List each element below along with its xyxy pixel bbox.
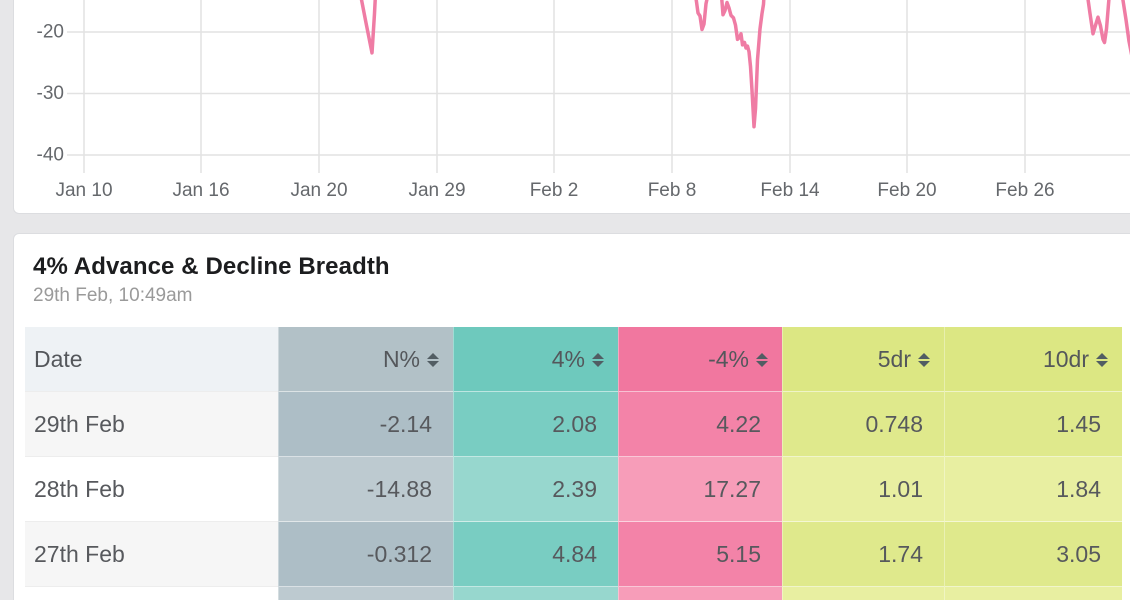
sort-icon[interactable] xyxy=(918,352,931,368)
x-axis-tick-label: Jan 10 xyxy=(55,180,112,201)
column-header-label: 10dr xyxy=(1042,345,1089,372)
cell-d10: 3.05 xyxy=(944,522,1122,587)
table-header-row: Date N% 4% -4% 5dr 10dr xyxy=(25,327,1122,392)
cell-n: -2.14 xyxy=(278,392,453,457)
cell-date: 27th Feb xyxy=(25,522,278,587)
cell-m4: 17.27 xyxy=(618,457,782,522)
x-axis-tick-label: Jan 20 xyxy=(290,180,347,201)
column-header-m4[interactable]: -4% xyxy=(618,327,782,392)
table-row: 29th Feb -2.14 2.08 4.22 0.748 1.45 xyxy=(25,392,1122,457)
cell-d10: 1.84 xyxy=(944,457,1122,522)
x-axis-tick-label: Jan 29 xyxy=(408,180,465,201)
sort-icon[interactable] xyxy=(427,352,440,368)
column-header-label: N% xyxy=(382,345,420,372)
breadth-line-series xyxy=(359,0,1130,129)
table-row: 28th Feb -14.88 2.39 17.27 1.01 1.84 xyxy=(25,457,1122,522)
cell-date xyxy=(25,587,278,600)
cell-p4: 2.39 xyxy=(453,457,618,522)
x-axis-tick-label: Feb 26 xyxy=(995,180,1054,201)
y-axis-tick-label: -30 xyxy=(37,83,64,104)
cell-n xyxy=(278,587,453,600)
breadth-table: Date N% 4% -4% 5dr 10dr 29th Feb -2.14 2.08 4.22… xyxy=(25,327,1122,600)
cell-d5: 0.748 xyxy=(782,392,944,457)
cell-d5 xyxy=(782,587,944,600)
cell-d10: 1.45 xyxy=(944,392,1122,457)
page-title: 4% Advance & Decline Breadth xyxy=(33,253,390,280)
x-axis-tick-label: Feb 14 xyxy=(760,180,820,201)
cell-date: 28th Feb xyxy=(25,457,278,522)
table-row xyxy=(25,587,1122,600)
cell-n: -0.312 xyxy=(278,522,453,587)
x-axis-tick-label: Feb 2 xyxy=(530,180,579,201)
table-row: 27th Feb -0.312 4.84 5.15 1.74 3.05 xyxy=(25,522,1122,587)
sort-icon[interactable] xyxy=(592,352,605,368)
y-axis-tick-label: -20 xyxy=(37,22,64,43)
cell-d5: 1.01 xyxy=(782,457,944,522)
cell-p4: 4.84 xyxy=(453,522,618,587)
table-card-header: 4% Advance & Decline Breadth 29th Feb, 1… xyxy=(14,234,1130,308)
sort-icon[interactable] xyxy=(1096,352,1109,368)
cell-d10 xyxy=(944,587,1122,600)
x-axis-tick-label: Jan 16 xyxy=(172,180,229,201)
sort-icon[interactable] xyxy=(756,352,769,368)
cell-d5: 1.74 xyxy=(782,522,944,587)
cell-date: 29th Feb xyxy=(25,392,278,457)
column-header-d10[interactable]: 10dr xyxy=(944,327,1122,392)
cell-n: -14.88 xyxy=(278,457,453,522)
x-axis-tick-label: Feb 20 xyxy=(877,180,936,201)
column-header-label: 4% xyxy=(551,345,585,372)
cell-p4 xyxy=(453,587,618,600)
breadth-table-card: 4% Advance & Decline Breadth 29th Feb, 1… xyxy=(13,233,1130,600)
column-header-label: -4% xyxy=(708,345,749,372)
column-header-date: Date xyxy=(25,327,278,392)
cell-m4: 4.22 xyxy=(618,392,782,457)
column-header-n[interactable]: N% xyxy=(278,327,453,392)
column-header-d5[interactable]: 5dr xyxy=(782,327,944,392)
cell-m4 xyxy=(618,587,782,600)
cell-p4: 2.08 xyxy=(453,392,618,457)
column-header-label: 5dr xyxy=(877,345,911,372)
breadth-line-chart: Jan 10 Jan 16 Jan 20 Jan 29 Feb 2 Feb 8 Feb 14… xyxy=(37,0,1130,201)
column-header-label: Date xyxy=(34,345,83,372)
breadth-chart-card: Jan 10 Jan 16 Jan 20 Jan 29 Feb 2 Feb 8 Feb 14… xyxy=(13,0,1130,214)
last-updated-timestamp: 29th Feb, 10:49am xyxy=(33,285,193,306)
y-axis-tick-label: -40 xyxy=(37,145,64,166)
cell-m4: 5.15 xyxy=(618,522,782,587)
column-header-p4[interactable]: 4% xyxy=(453,327,618,392)
x-axis-tick-label: Feb 8 xyxy=(648,180,697,201)
